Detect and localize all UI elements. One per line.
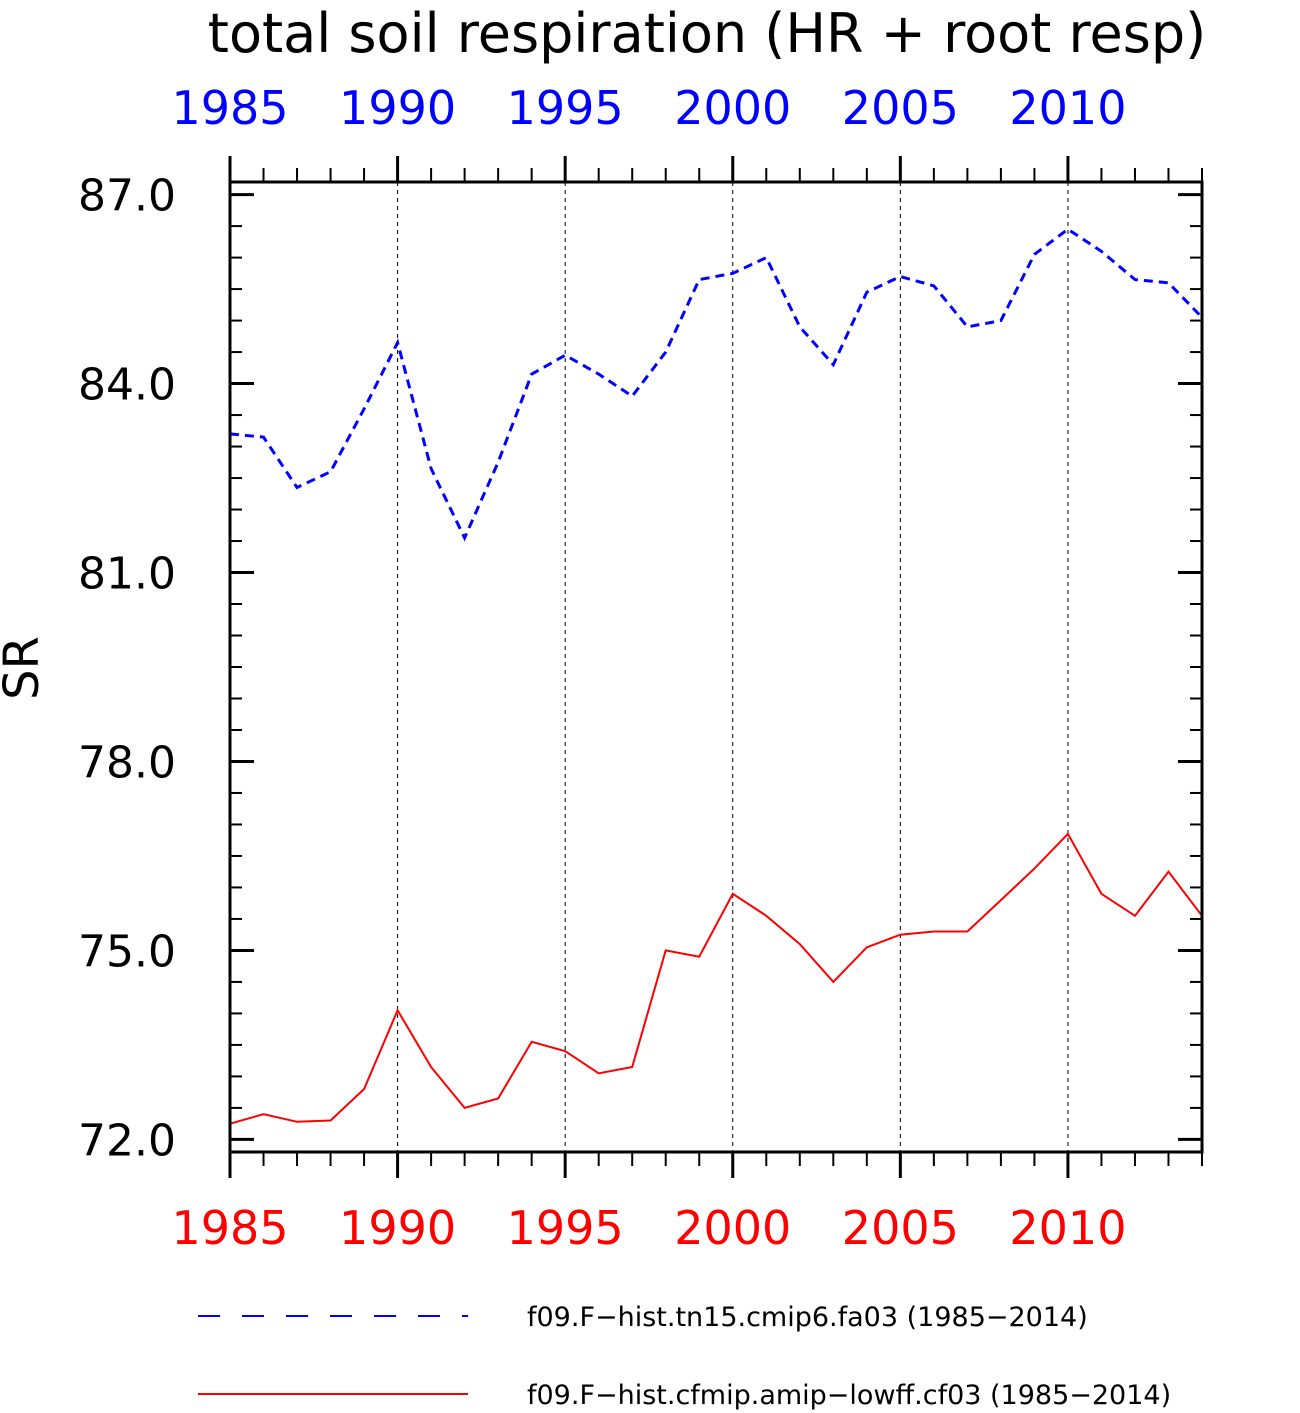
y-axis-label: SR (0, 636, 50, 700)
x-bottom-tick-label: 1985 (171, 1201, 288, 1255)
series-line-1 (229, 227, 1204, 542)
series-layer (229, 227, 1204, 1125)
x-bottom-tick-label: 1990 (339, 1201, 456, 1255)
x-top-tick-label: 2005 (842, 81, 959, 135)
y-tick-label: 81.0 (78, 549, 176, 600)
y-tick-label: 87.0 (78, 171, 176, 222)
x-top-tick-label: 1995 (507, 81, 624, 135)
gridlines (397, 182, 1069, 1152)
series-line-2 (229, 832, 1203, 1125)
y-tick-label: 78.0 (78, 737, 176, 788)
x-top-tick-label: 1985 (171, 81, 288, 135)
x-bottom-tick-label: 2010 (1009, 1201, 1126, 1255)
chart-title: total soil respiration (HR + root resp) (208, 2, 1206, 65)
y-tick-label: 72.0 (78, 1115, 176, 1166)
x-bottom-tick-label: 1995 (507, 1201, 624, 1255)
x-top-tick-label: 2010 (1009, 81, 1126, 135)
tick-marks (228, 156, 1203, 1178)
y-tick-label: 75.0 (78, 926, 176, 977)
x-top-tick-label: 2000 (674, 81, 791, 135)
x-bottom-tick-label: 2005 (842, 1201, 959, 1255)
plot-frame (228, 180, 1204, 1154)
tick-labels: 1985 1985 1990 1990 1995 1995 2000 2000 2005 2005… (78, 81, 1126, 1255)
x-bottom-tick-label: 2000 (674, 1201, 791, 1255)
x-top-tick-label: 1990 (339, 81, 456, 135)
legend-label-2: f09.F−hist.cfmip.amip−lowff.cf03 (1985−2… (527, 1380, 1171, 1411)
legend-label-1: f09.F−hist.tn15.cmip6.fa03 (1985−2014) (527, 1302, 1088, 1333)
y-tick-label: 84.0 (78, 360, 176, 411)
legend: f09.F−hist.tn15.cmip6.fa03 (1985−2014) f0… (198, 1302, 1171, 1411)
